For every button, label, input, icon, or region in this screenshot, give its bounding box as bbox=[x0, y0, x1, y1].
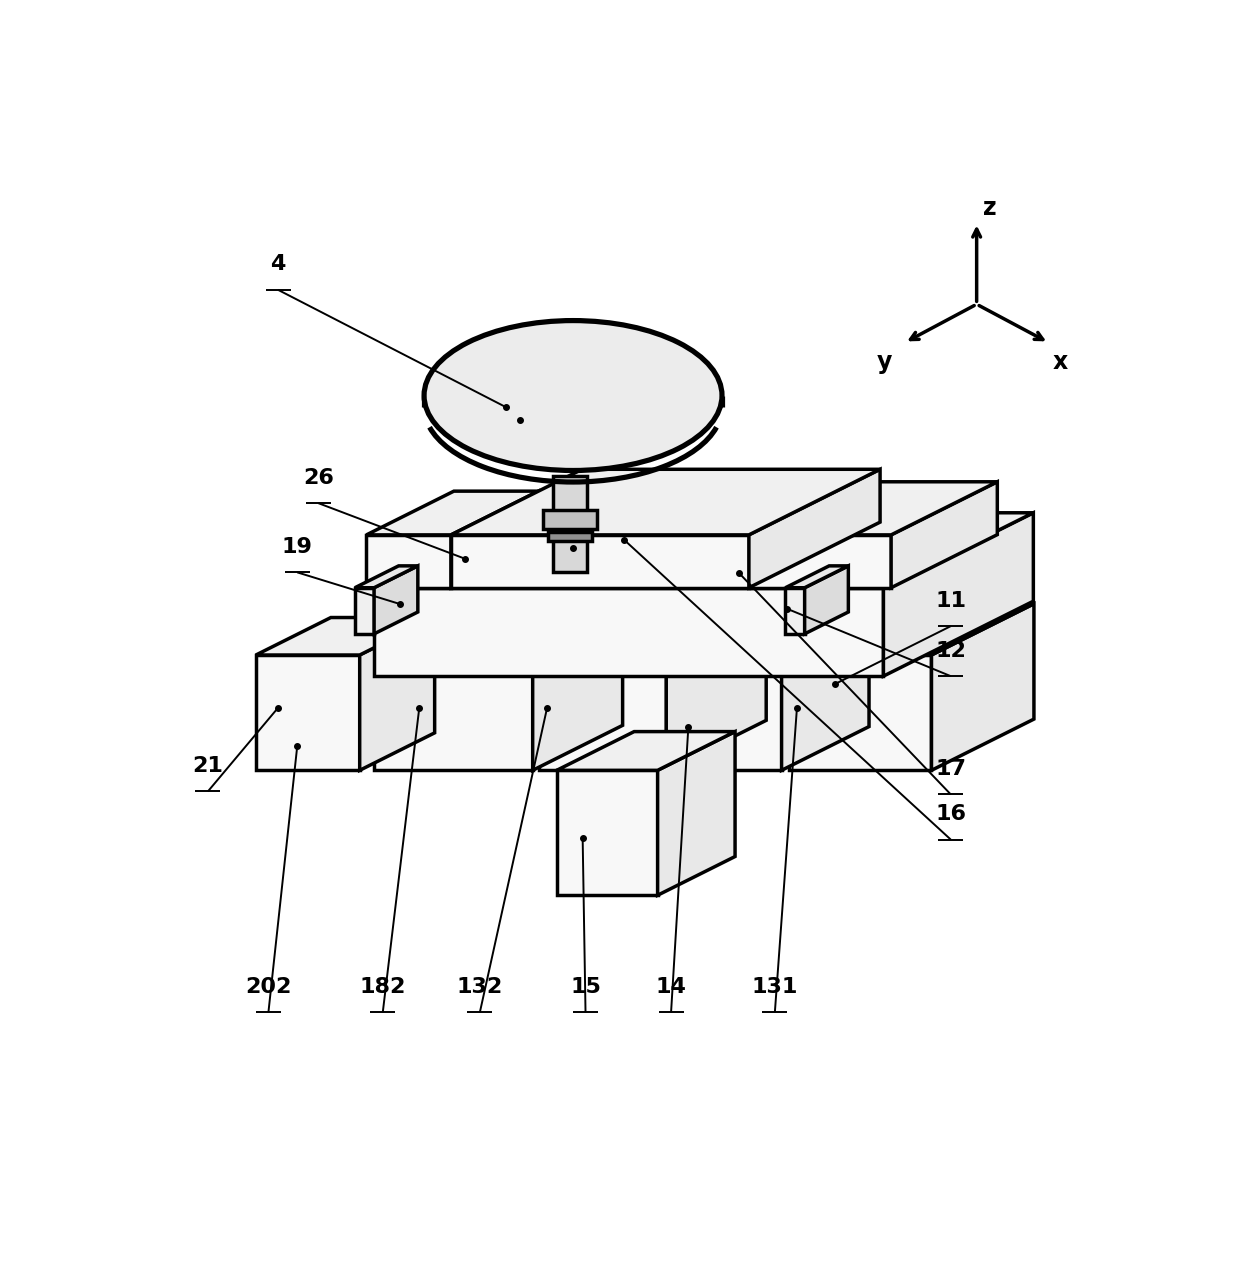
Polygon shape bbox=[805, 566, 848, 634]
Polygon shape bbox=[931, 603, 1034, 771]
Polygon shape bbox=[781, 611, 869, 771]
Text: 202: 202 bbox=[246, 978, 291, 997]
Polygon shape bbox=[374, 656, 533, 771]
Polygon shape bbox=[789, 656, 931, 771]
Text: 15: 15 bbox=[570, 978, 601, 997]
Polygon shape bbox=[360, 617, 435, 771]
Polygon shape bbox=[451, 535, 749, 588]
Text: 4: 4 bbox=[270, 254, 285, 275]
Text: 131: 131 bbox=[751, 978, 799, 997]
Polygon shape bbox=[789, 603, 1034, 656]
Text: z: z bbox=[983, 196, 997, 220]
Polygon shape bbox=[367, 491, 538, 535]
Text: 19: 19 bbox=[281, 537, 312, 557]
Polygon shape bbox=[255, 656, 360, 771]
Text: 11: 11 bbox=[935, 590, 966, 611]
Polygon shape bbox=[785, 566, 848, 588]
Polygon shape bbox=[367, 535, 451, 588]
Ellipse shape bbox=[424, 321, 722, 470]
Text: x: x bbox=[1053, 350, 1068, 374]
Polygon shape bbox=[539, 656, 666, 771]
Polygon shape bbox=[374, 512, 1033, 588]
Polygon shape bbox=[355, 588, 374, 634]
Polygon shape bbox=[785, 588, 805, 634]
Polygon shape bbox=[892, 482, 997, 588]
Text: 182: 182 bbox=[360, 978, 405, 997]
Text: 12: 12 bbox=[935, 640, 966, 661]
Text: 14: 14 bbox=[656, 978, 687, 997]
Polygon shape bbox=[533, 610, 622, 771]
Bar bbox=[543, 510, 596, 529]
Polygon shape bbox=[749, 482, 997, 535]
Polygon shape bbox=[374, 588, 883, 676]
Bar bbox=[548, 532, 593, 541]
Polygon shape bbox=[374, 610, 622, 656]
Polygon shape bbox=[255, 617, 435, 656]
Text: 16: 16 bbox=[935, 804, 966, 824]
Polygon shape bbox=[539, 604, 766, 656]
Polygon shape bbox=[657, 731, 735, 896]
Polygon shape bbox=[666, 604, 766, 771]
Polygon shape bbox=[749, 469, 880, 588]
Polygon shape bbox=[557, 771, 657, 896]
Bar bbox=[553, 477, 588, 573]
Polygon shape bbox=[355, 566, 418, 588]
Polygon shape bbox=[883, 512, 1033, 676]
Polygon shape bbox=[451, 491, 538, 588]
Polygon shape bbox=[675, 611, 869, 656]
Polygon shape bbox=[557, 731, 735, 771]
Polygon shape bbox=[675, 656, 781, 771]
Text: 17: 17 bbox=[935, 759, 966, 780]
Polygon shape bbox=[451, 469, 880, 535]
Polygon shape bbox=[374, 566, 418, 634]
Text: 132: 132 bbox=[456, 978, 503, 997]
Text: 26: 26 bbox=[303, 468, 334, 488]
Text: y: y bbox=[877, 350, 892, 374]
Text: 21: 21 bbox=[192, 757, 223, 776]
Polygon shape bbox=[749, 535, 892, 588]
